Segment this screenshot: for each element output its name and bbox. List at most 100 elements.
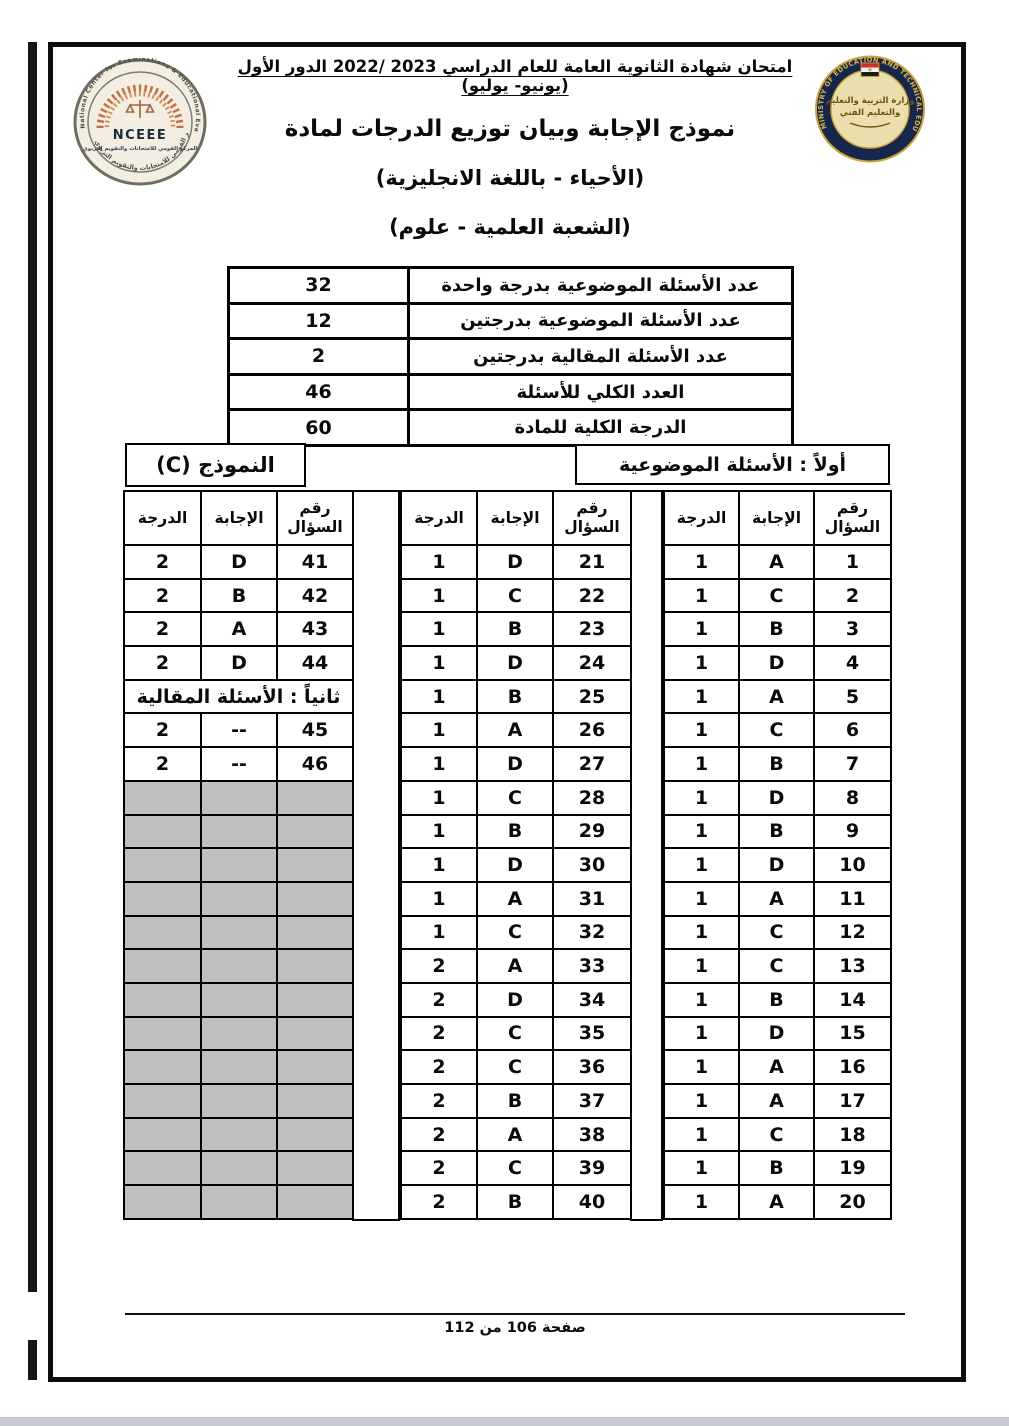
answer-cell: D — [738, 847, 815, 883]
grade-cell: 1 — [400, 678, 478, 715]
answer-cell: A — [476, 880, 554, 917]
summary-row: الدرجة الكلية للمادة 60 — [227, 408, 794, 447]
summary-row: عدد الأسئلة الموضوعية بدرجة واحدة 32 — [227, 266, 794, 305]
summary-value: 12 — [227, 301, 410, 341]
empty-cell — [200, 981, 278, 1018]
document-title: نموذج الإجابة وبيان توزيع الدرجات لمادة — [284, 116, 736, 142]
grade-cell: 1 — [663, 1184, 740, 1220]
answer-cell: A — [738, 544, 815, 580]
grade-cell: 1 — [663, 813, 740, 850]
grade-cell: 2 — [400, 1049, 478, 1085]
empty-shaded-row — [123, 813, 354, 850]
answer-row: 44 D 2 — [123, 645, 354, 681]
answer-row: 39 C 2 — [400, 1150, 632, 1187]
empty-cell — [200, 1083, 278, 1119]
scan-bottom-strip — [0, 1417, 1009, 1426]
question-number-cell: 9 — [813, 813, 892, 850]
empty-shaded-row — [123, 914, 354, 951]
answer-cell: A — [738, 880, 815, 917]
svg-text:وزارة التربية والتعليم: وزارة التربية والتعليم — [826, 96, 915, 106]
empty-shaded-row — [123, 880, 354, 917]
grade-cell: 2 — [123, 577, 202, 614]
answer-row: 25 B 1 — [400, 678, 632, 715]
scales-icon — [125, 100, 155, 118]
empty-cell — [123, 948, 202, 984]
answer-cell: -- — [200, 746, 278, 782]
empty-cell — [123, 779, 202, 816]
grade-cell: 2 — [400, 981, 478, 1018]
svg-text:والتعليم الفني: والتعليم الفني — [840, 108, 901, 118]
summary-row: العدد الكلي للأسئلة 46 — [227, 372, 794, 412]
answer-header: الإجابة — [738, 490, 815, 546]
question-number-cell: 5 — [813, 678, 892, 715]
answer-cell: D — [476, 544, 554, 580]
answer-row: 14 B 1 — [663, 981, 892, 1018]
grade-cell: 1 — [663, 880, 740, 917]
nceee-logo: National Center for Examinations & Educa… — [72, 58, 207, 186]
question-number-cell: 19 — [813, 1150, 892, 1187]
empty-cell — [123, 1116, 202, 1153]
answer-cell: C — [476, 1015, 554, 1052]
question-number-header: رقم السؤال — [276, 490, 354, 546]
answer-cell: A — [738, 1049, 815, 1085]
answer-cell: C — [738, 1116, 815, 1153]
grade-cell: 1 — [663, 577, 740, 614]
answer-cell: B — [738, 746, 815, 782]
page-number: صفحة 106 من 112 — [444, 1320, 586, 1336]
answer-row: 15 D 1 — [663, 1015, 892, 1052]
empty-cell — [200, 914, 278, 951]
empty-cell — [276, 880, 354, 917]
answer-row: 40 B 2 — [400, 1184, 632, 1220]
empty-cell — [123, 847, 202, 883]
question-number-cell: 21 — [552, 544, 632, 580]
answer-row: 13 C 1 — [663, 948, 892, 984]
answer-row: 31 A 1 — [400, 880, 632, 917]
grade-cell: 2 — [400, 1184, 478, 1220]
answer-row: 10 D 1 — [663, 847, 892, 883]
grade-cell: 1 — [400, 645, 478, 681]
question-number-cell: 25 — [552, 678, 632, 715]
question-number-cell: 18 — [813, 1116, 892, 1153]
empty-shaded-row — [123, 1083, 354, 1119]
answer-cell: C — [476, 779, 554, 816]
question-number-cell: 32 — [552, 914, 632, 951]
answer-row: 24 D 1 — [400, 645, 632, 681]
summary-value: 2 — [227, 337, 410, 376]
empty-cell — [200, 948, 278, 984]
grade-cell: 1 — [663, 1116, 740, 1153]
grade-cell: 2 — [400, 1116, 478, 1153]
empty-shaded-row — [123, 1116, 354, 1153]
ministry-of-education-logo: MINISTRY OF EDUCATION AND TECHNICAL EDUC… — [814, 55, 925, 163]
grade-cell: 2 — [123, 746, 202, 782]
answer-table-header-row: رقم السؤال الإجابة الدرجة — [663, 490, 892, 546]
question-number-cell: 6 — [813, 712, 892, 749]
essay-section-title: ثانياً : الأسئلة المقالية — [123, 678, 354, 715]
nceee-acronym: NCEEE — [113, 128, 168, 143]
answer-row: 22 C 1 — [400, 577, 632, 614]
summary-row: عدد الأسئلة الموضوعية بدرجتين 12 — [227, 301, 794, 341]
question-number-cell: 27 — [552, 746, 632, 782]
answer-cell: A — [476, 1116, 554, 1153]
answer-cell: C — [476, 1150, 554, 1187]
empty-cell — [200, 847, 278, 883]
answer-cell: B — [476, 1184, 554, 1220]
answer-cell: B — [476, 813, 554, 850]
grade-cell: 1 — [663, 1083, 740, 1119]
grade-cell: 1 — [663, 779, 740, 816]
footer-divider — [125, 1313, 905, 1315]
grade-cell: 1 — [663, 847, 740, 883]
answer-cell: C — [738, 914, 815, 951]
grade-cell: 1 — [663, 1150, 740, 1187]
answer-cell: D — [200, 645, 278, 681]
question-number-cell: 15 — [813, 1015, 892, 1052]
answer-cell: D — [476, 746, 554, 782]
answer-cell: A — [738, 1184, 815, 1220]
question-number-cell: 40 — [552, 1184, 632, 1220]
